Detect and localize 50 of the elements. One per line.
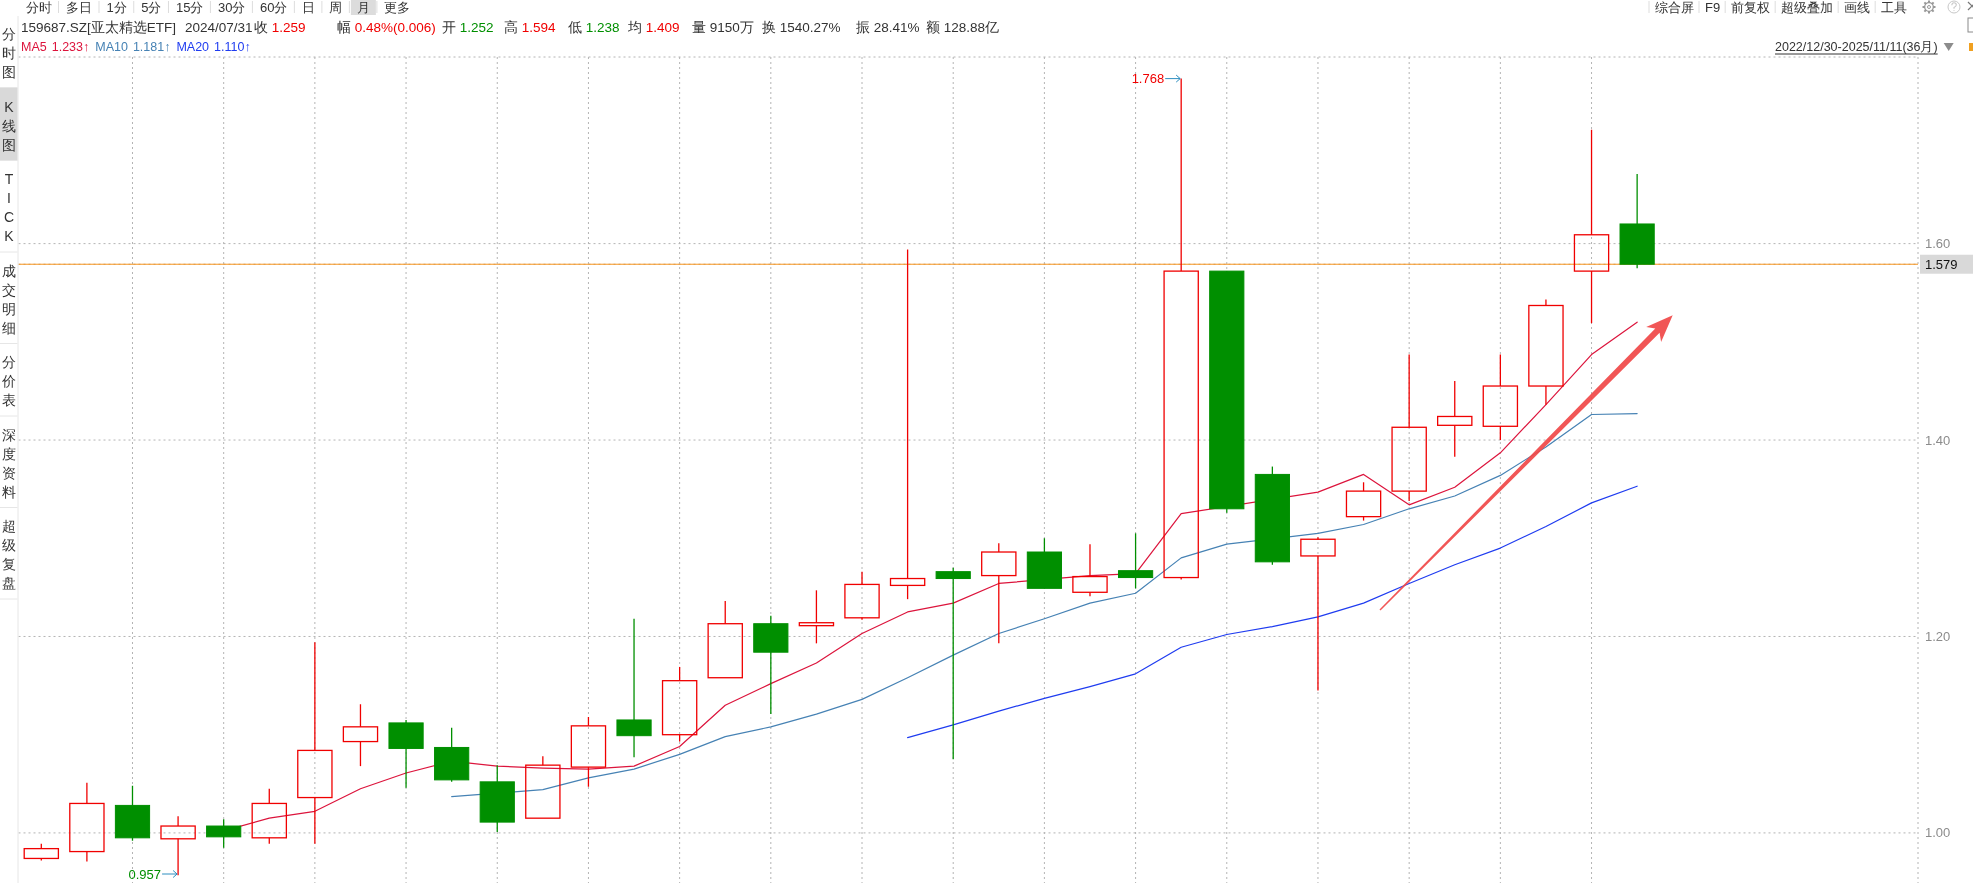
text: 换 1540.27% bbox=[762, 19, 841, 35]
toolbar-label: 5分 bbox=[141, 0, 162, 15]
toolbar-label: 1分 bbox=[106, 0, 127, 15]
toolbar-label: F9 bbox=[1705, 0, 1721, 15]
sidebar-label: 分时图 bbox=[2, 26, 16, 80]
legend-value: 1.181↑ bbox=[132, 40, 171, 54]
sidebar-label: 成交明细 bbox=[2, 262, 16, 336]
text: 振 28.41% bbox=[856, 19, 920, 35]
text: 额 128.88亿 bbox=[926, 19, 1000, 35]
toolbar-label: 30分 bbox=[217, 0, 246, 15]
text: 开 1.252 bbox=[442, 19, 494, 35]
legend-value: 1.110↑ bbox=[214, 40, 251, 54]
toolbar-label: 工具 bbox=[1881, 0, 1908, 15]
y-tick-label: 1.60 bbox=[1925, 236, 1951, 252]
text: 低 1.238 bbox=[568, 19, 620, 35]
legend-value: 1.233↑ bbox=[51, 40, 90, 54]
toolbar-label: 画线 bbox=[1844, 0, 1871, 15]
y-tick-label: 1.579 bbox=[1925, 256, 1958, 272]
sidebar-label: 超级复盘 bbox=[2, 518, 16, 591]
text: 高 1.594 bbox=[504, 19, 557, 35]
text: 2024/07/31 bbox=[185, 19, 253, 35]
toolbar-label: 分时 bbox=[25, 0, 52, 15]
sidebar-label: TICK bbox=[3, 171, 15, 244]
text: 均 1.409 bbox=[627, 19, 680, 35]
legend-name: MA10 bbox=[95, 40, 128, 54]
legend-name: MA5 bbox=[21, 40, 47, 54]
sidebar-label: 分价表 bbox=[2, 354, 16, 408]
toolbar-label: 多日 bbox=[66, 0, 92, 15]
toolbar-label: 综合屏 bbox=[1655, 0, 1694, 15]
extreme-label: 0.957 bbox=[128, 866, 162, 882]
toolbar-label: 周 bbox=[329, 0, 343, 15]
toolbar-label: 月 bbox=[356, 0, 370, 15]
y-tick-label: 1.00 bbox=[1925, 825, 1951, 841]
toolbar-label: 超级叠加 bbox=[1781, 0, 1834, 15]
legend-name: MA20 bbox=[176, 40, 210, 54]
text: 收 1.259 bbox=[254, 19, 306, 35]
extreme-label: 1.768 bbox=[1131, 71, 1165, 87]
sidebar-label: K线图 bbox=[2, 98, 16, 153]
date-range: 2022/12/30-2025/11/11(36月) bbox=[1775, 40, 1938, 54]
title: 159687.SZ[亚太精选ETF] bbox=[21, 19, 177, 35]
text: 量 9150万 bbox=[692, 19, 754, 35]
sidebar-label: 深度资料 bbox=[2, 426, 16, 500]
toolbar-label: 前复权 bbox=[1731, 0, 1771, 15]
y-tick-label: 1.20 bbox=[1925, 629, 1951, 644]
y-tick-label: 1.40 bbox=[1925, 432, 1951, 448]
toolbar-label: 60分 bbox=[259, 0, 288, 15]
toolbar-label: 15分 bbox=[175, 0, 204, 15]
toolbar-label: 日 bbox=[301, 0, 315, 15]
text: 幅 0.48%(0.006) bbox=[337, 19, 436, 35]
toolbar-label: 更多 bbox=[384, 0, 411, 15]
